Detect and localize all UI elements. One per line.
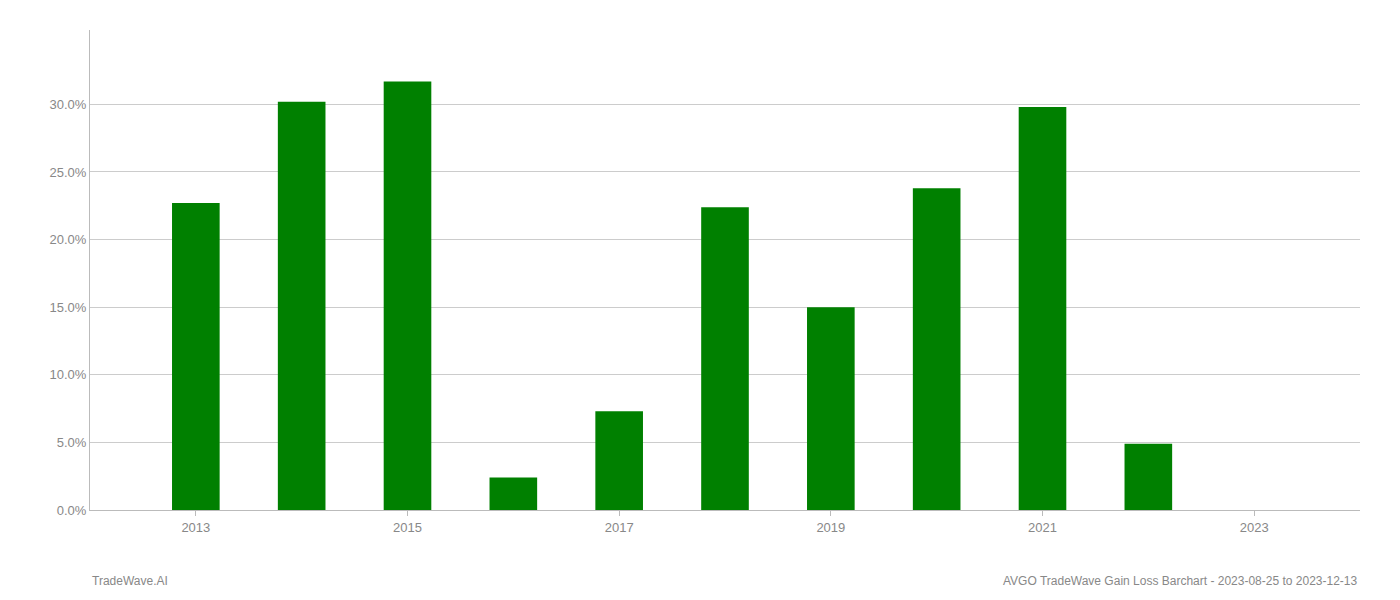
svg-text:10.0%: 10.0% [50, 367, 87, 382]
svg-text:2017: 2017 [605, 520, 634, 535]
svg-text:2015: 2015 [393, 520, 422, 535]
svg-text:2021: 2021 [1028, 520, 1057, 535]
svg-text:TradeWave.AI: TradeWave.AI [92, 574, 168, 588]
svg-text:15.0%: 15.0% [50, 300, 87, 315]
svg-text:2013: 2013 [181, 520, 210, 535]
svg-text:20.0%: 20.0% [50, 232, 87, 247]
svg-text:0.0%: 0.0% [57, 503, 87, 518]
svg-text:30.0%: 30.0% [50, 97, 87, 112]
svg-text:5.0%: 5.0% [57, 435, 87, 450]
svg-text:AVGO TradeWave Gain Loss Barch: AVGO TradeWave Gain Loss Barchart - 2023… [1003, 574, 1358, 588]
svg-text:2023: 2023 [1240, 520, 1269, 535]
svg-text:2019: 2019 [816, 520, 845, 535]
svg-text:25.0%: 25.0% [50, 165, 87, 180]
